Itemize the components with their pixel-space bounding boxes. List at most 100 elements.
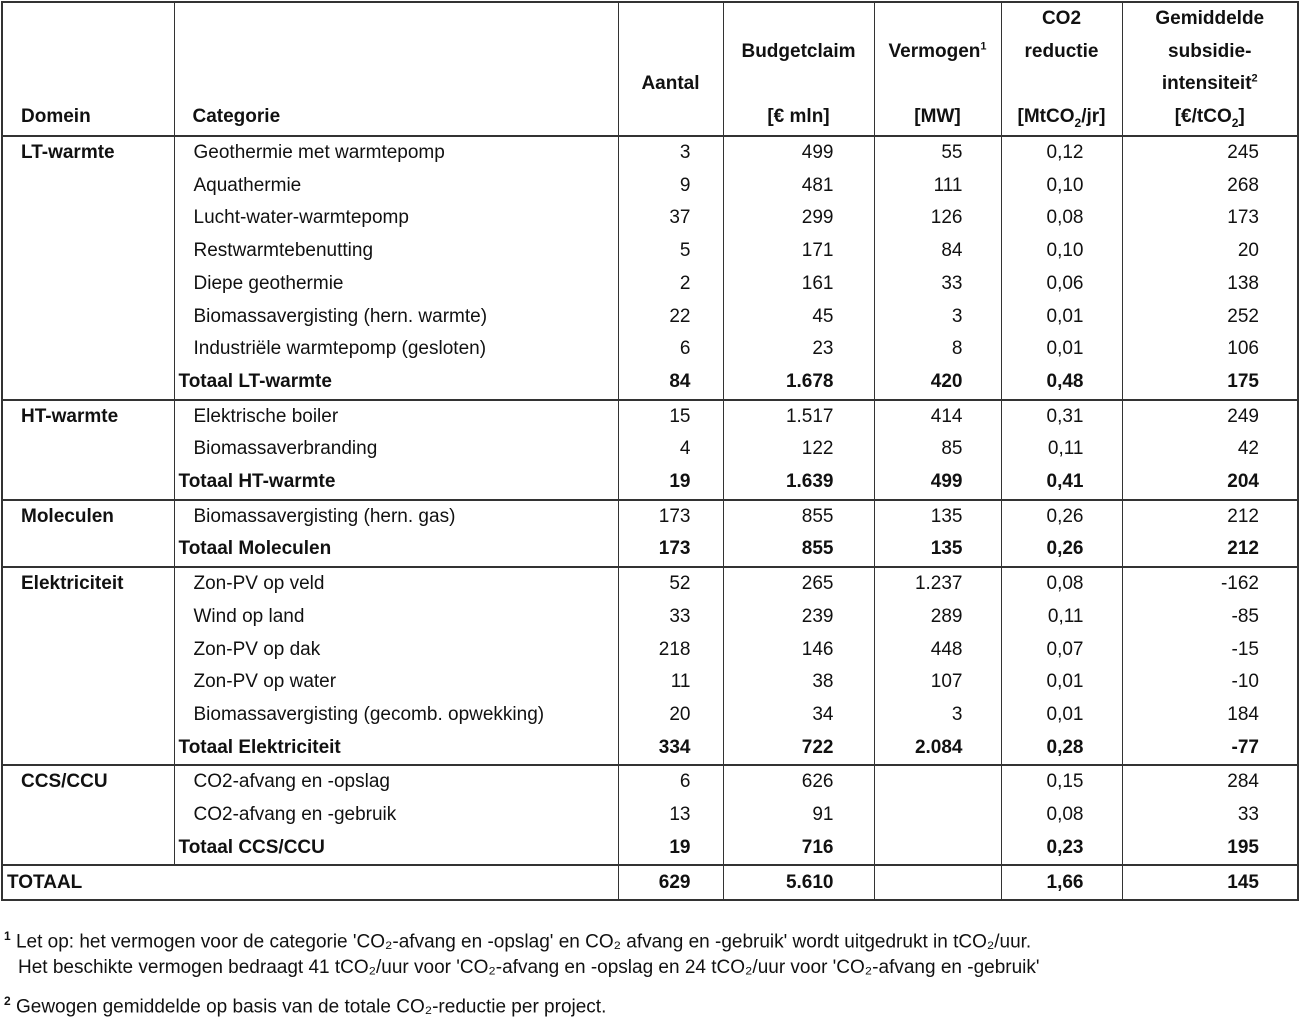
- footnote-1-cont: Het beschikte vermogen bedraagt 41 tCO₂/…: [18, 952, 1040, 984]
- header-domein: Domein: [1, 2, 175, 137]
- domain-cell: LT-warmte: [1, 136, 175, 401]
- subsidie-intensiteit-cell: -77: [1121, 731, 1299, 767]
- budgetclaim-cell: 34: [722, 698, 875, 732]
- categorie-cell: Aquathermie: [173, 169, 619, 203]
- budgetclaim-cell: 722: [722, 731, 875, 767]
- co2-reductie-cell: 0,31: [1000, 399, 1123, 434]
- footnote-2: 2 Gewogen gemiddelde op basis van de tot…: [4, 985, 606, 1023]
- categorie-cell: CO2-afvang en -gebruik: [173, 799, 619, 832]
- aantal-cell: 4: [617, 433, 724, 467]
- table-row: Industriële warmtepomp (gesloten) 6 23 8 0,0…: [2, 333, 1299, 366]
- subsidie-intensiteit-cell: 212: [1121, 499, 1299, 534]
- footnote-ref-2: 2: [1251, 72, 1258, 85]
- aantal-cell: 19: [617, 831, 724, 867]
- table-row: Biomassavergisting (gecomb. opwekking) 20…: [2, 698, 1299, 732]
- subsidie-intensiteit-cell: -162: [1121, 567, 1299, 601]
- header-co2-unit-end: /jr]: [1081, 105, 1106, 127]
- table-row: Aquathermie 9 481 111 0,10 268: [2, 169, 1299, 203]
- total-row: Totaal LT-warmte 84 1.678 420 0,48 175: [2, 365, 1299, 401]
- categorie-cell: Elektrische boiler: [173, 399, 619, 434]
- footnote-2-text: Gewogen gemiddelde op basis van de total…: [15, 996, 607, 1018]
- categorie-cell: Biomassavergisting (hern. warmte): [173, 300, 619, 334]
- subsidie-intensiteit-total-cell: 145: [1121, 864, 1299, 901]
- subsidie-intensiteit-cell: 42: [1121, 433, 1299, 467]
- footnote-2-mark: 2: [4, 994, 11, 1008]
- domain-cell: CCS/CCU: [1, 765, 175, 867]
- aantal-cell: 173: [617, 533, 724, 569]
- co2-reductie-cell: 0,12: [1000, 136, 1123, 170]
- subsidie-intensiteit-cell: 195: [1121, 831, 1299, 867]
- header-vermogen-unit: [MW]: [914, 105, 961, 127]
- co2-reductie-cell: 0,01: [1000, 698, 1123, 732]
- co2-reductie-cell: 0,26: [1000, 499, 1123, 534]
- categorie-cell: CO2-afvang en -opslag: [173, 765, 619, 800]
- vermogen-cell: 84: [873, 235, 1002, 268]
- co2-reductie-cell: 0,28: [1000, 731, 1123, 767]
- header-vermogen: Vermogen1 [MW]: [873, 2, 1002, 137]
- footnote-1-line2: Het beschikte vermogen bedraagt 41 tCO₂/…: [18, 957, 1040, 978]
- budgetclaim-cell: 122: [722, 433, 875, 467]
- footnote-ref-1: 1: [980, 40, 987, 53]
- subsidie-intensiteit-cell: 245: [1121, 136, 1299, 170]
- co2-reductie-cell: 0,01: [1000, 666, 1123, 699]
- table-row: Wind op land 33 239 289 0,11 -85: [2, 600, 1299, 634]
- header-row: Domein Categorie Aantal Budgetclaim [€ ml…: [1, 2, 1299, 137]
- table-row: Elektriciteit Zon-PV op veld 52 265 1.237 0,0…: [1, 567, 1299, 767]
- co2-reductie-total-cell: 1,66: [1000, 864, 1123, 901]
- table-row: LT-warmte Geothermie met warmtepomp 3 499 55…: [1, 136, 1299, 401]
- budgetclaim-cell: 265: [722, 567, 875, 601]
- aantal-cell: 84: [617, 365, 724, 401]
- budgetclaim-cell: 38: [722, 666, 875, 699]
- co2-reductie-cell: 0,10: [1000, 169, 1123, 203]
- budgetclaim-cell: 855: [722, 499, 875, 534]
- categorie-cell: Totaal HT-warmte: [173, 466, 619, 501]
- budgetclaim-cell: 1.639: [722, 466, 875, 501]
- table-row: Zon-PV op water 11 38 107 0,01 -10: [2, 666, 1299, 699]
- table-row: Diepe geothermie 2 161 33 0,06 138: [2, 267, 1299, 301]
- header-co2-unit-sub: 2: [1074, 115, 1082, 130]
- vermogen-cell: 85: [873, 433, 1002, 467]
- subsidy-table: Domein Categorie Aantal Budgetclaim [€ ml…: [1, 1, 1299, 902]
- subsidie-intensiteit-cell: 249: [1121, 399, 1299, 434]
- domain-cell: Moleculen: [1, 499, 175, 569]
- co2-reductie-cell: 0,08: [1000, 799, 1123, 832]
- vermogen-cell: 3: [873, 300, 1002, 334]
- table-row: Biomassavergisting (hern. warmte) 22 45 3 0,…: [2, 300, 1299, 334]
- budgetclaim-cell: 1.517: [722, 399, 875, 434]
- budgetclaim-cell: 1.678: [722, 365, 875, 401]
- categorie-cell: Totaal Moleculen: [173, 533, 619, 569]
- header-budget-unit: [€ mln]: [767, 105, 830, 127]
- budgetclaim-cell: 146: [722, 633, 875, 667]
- aantal-cell: 15: [617, 399, 724, 434]
- vermogen-cell: 499: [873, 466, 1002, 501]
- co2-reductie-cell: 0,11: [1000, 433, 1123, 467]
- subsidie-intensiteit-cell: 173: [1121, 202, 1299, 236]
- categorie-cell: Diepe geothermie: [173, 267, 619, 301]
- header-aantal-label: Aantal: [641, 73, 700, 94]
- vermogen-cell: 8: [873, 333, 1002, 366]
- aantal-cell: 20: [617, 698, 724, 732]
- aantal-cell: 11: [617, 666, 724, 699]
- vermogen-cell: 1.237: [873, 567, 1002, 601]
- co2-reductie-cell: 0,01: [1000, 300, 1123, 334]
- budgetclaim-cell: 45: [722, 300, 875, 334]
- header-gem-unit-end: ]: [1238, 105, 1245, 127]
- categorie-cell: Restwarmtebenutting: [173, 235, 619, 268]
- footnote-1: 1 Let op: het vermogen voor de categorie…: [4, 920, 1031, 958]
- header-gem-label3: intensiteit: [1161, 73, 1252, 94]
- subsidie-intensiteit-cell: 284: [1121, 765, 1299, 800]
- categorie-cell: Biomassavergisting (gecomb. opwekking): [173, 698, 619, 732]
- subsidie-intensiteit-cell: -10: [1121, 666, 1299, 699]
- header-gem-label2: subsidie-: [1168, 40, 1252, 62]
- aantal-cell: 173: [617, 499, 724, 534]
- total-row: Totaal HT-warmte 19 1.639 499 0,41 204: [2, 466, 1299, 501]
- categorie-cell: Geothermie met warmtepomp: [173, 136, 619, 170]
- categorie-cell: Biomassaverbranding: [173, 433, 619, 467]
- subsidie-intensiteit-cell: 212: [1121, 533, 1299, 569]
- co2-reductie-cell: 0,26: [1000, 533, 1123, 569]
- header-co2-label: CO2: [1041, 8, 1082, 29]
- table-row: Lucht-water-warmtepomp 37 299 126 0,08 173: [2, 202, 1299, 236]
- co2-reductie-cell: 0,23: [1000, 831, 1123, 867]
- budgetclaim-cell: 481: [722, 169, 875, 203]
- vermogen-cell: [873, 831, 1002, 867]
